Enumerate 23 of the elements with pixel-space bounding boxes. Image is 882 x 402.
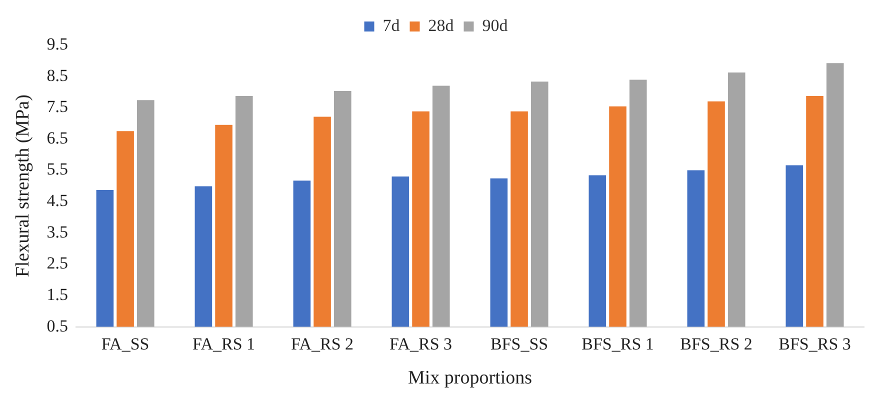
legend-label: 90d [482,16,508,35]
y-tick-label: 4.5 [46,191,68,210]
y-tick-label: 1.5 [46,284,68,304]
y-tick-label: 6.5 [46,128,68,148]
y-axis-title: Flexural strength (MPa) [12,94,34,278]
y-tick-label: 3.5 [46,222,68,242]
x-tick-label: BFS_RS 3 [778,334,851,354]
y-tick-label: 7.5 [46,97,68,116]
legend-label: 7d [382,16,400,35]
y-tick-label: 2.5 [46,254,68,273]
y-tick-label: 0.5 [46,316,68,336]
x-tick-label: FA_RS 1 [192,334,256,354]
y-tick-label: 9.5 [46,34,68,54]
legend-label: 28d [428,16,454,35]
x-tick-label: BFS_SS [490,334,548,354]
x-tick-label: FA_RS 3 [390,334,452,354]
x-tick-label: FA_SS [101,334,150,354]
x-tick-label: BFS_RS 1 [582,334,654,354]
x-tick-label: BFS_RS 2 [680,334,752,354]
y-tick-label: 5.5 [46,160,68,179]
x-tick-label: FA_RS 2 [291,334,354,354]
y-tick-label: 8.5 [46,66,68,85]
x-axis-title: Mix proportions [408,368,532,389]
